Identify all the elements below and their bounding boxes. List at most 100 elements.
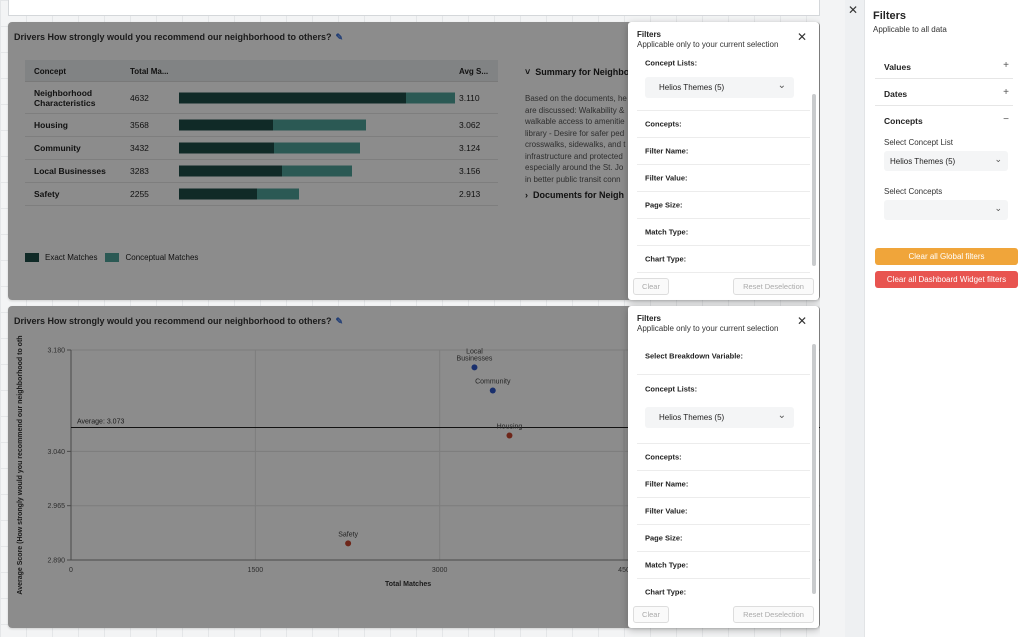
table-row[interactable]: Local Businesses 3283 3.156 (25, 160, 498, 183)
filter-field-label: Match Type: (645, 227, 689, 237)
expand-icon: + (1003, 87, 1009, 98)
global-filter-title: Filters (873, 10, 907, 22)
summary-section: ˅ Summary for Neighbo Based on the docum… (525, 67, 645, 185)
clear-global-filters-button[interactable]: Clear all Global filters (875, 248, 1018, 265)
widget-title: Drivers How strongly would you recommend… (14, 32, 344, 42)
x-tick-label: 450 (618, 567, 630, 574)
filter-field-label: Filter Name: (645, 479, 689, 489)
exact-match-bar[interactable] (179, 188, 258, 200)
global-filter-panel: Filters Applicable to all data Values + D… (864, 0, 1024, 637)
concept-list-select[interactable]: Helios Themes (5) ⌄ (884, 151, 1008, 171)
conceptual-match-bar[interactable] (281, 165, 353, 177)
exact-match-bar[interactable] (179, 165, 282, 177)
conceptual-match-bar[interactable] (273, 119, 367, 131)
table-row[interactable]: Safety 2255 2.913 (25, 183, 498, 206)
edit-pencil-icon[interactable]: ✎ (335, 316, 344, 326)
widget-filter-panel: Filters Applicable only to your current … (628, 306, 819, 628)
col-avg-score[interactable]: Avg S... (459, 67, 489, 76)
concept-list-select[interactable]: Helios Themes (5) ⌄ (637, 403, 810, 444)
x-tick-label: 0 (69, 567, 73, 574)
close-icon[interactable]: ✕ (796, 30, 807, 44)
exact-match-bar[interactable] (179, 142, 275, 154)
concept-lists-label: Concept Lists: (645, 58, 698, 68)
filter-field-label: Concepts: (645, 452, 682, 462)
y-axis-label: Average Score (How strongly would you re… (17, 335, 24, 594)
col-total-matches[interactable]: Total Ma... (130, 67, 169, 76)
table-row[interactable]: Community 3432 3.124 (25, 137, 498, 160)
filter-field[interactable]: Concepts: (637, 444, 810, 471)
scatter-point[interactable] (489, 387, 496, 394)
scrollbar[interactable] (812, 94, 816, 266)
summary-heading[interactable]: ˅ Summary for Neighbo (525, 67, 630, 77)
filter-field[interactable]: Concepts: (637, 111, 810, 138)
clear-button[interactable]: Clear (633, 606, 669, 623)
filter-field-label: Concepts: (645, 119, 682, 129)
edit-pencil-icon[interactable]: ✎ (335, 32, 344, 42)
total-matches-cell: 3568 (130, 120, 149, 130)
select-concept-list-label: Select Concept List (884, 138, 953, 147)
scatter-point[interactable] (345, 540, 352, 547)
filter-field[interactable]: Filter Value: (637, 165, 810, 192)
filter-field-label: Chart Type: (645, 587, 687, 597)
top-widget-edge (8, 0, 820, 16)
scatter-point[interactable] (506, 432, 513, 439)
concept-cell: Neighborhood Characteristics (34, 87, 96, 108)
table-row[interactable]: Neighborhood Characteristics 4632 3.110 (25, 82, 498, 114)
table-row[interactable]: Housing 3568 3.062 (25, 114, 498, 137)
filter-field[interactable]: Chart Type: (637, 246, 810, 273)
close-icon[interactable]: ✕ (796, 314, 807, 328)
documents-heading[interactable]: › Documents for Neigh (525, 190, 625, 200)
legend-swatch-exact (25, 253, 39, 262)
filter-field[interactable]: Match Type: (637, 219, 810, 246)
conceptual-match-bar[interactable] (257, 188, 299, 200)
total-matches-cell: 4632 (130, 92, 149, 103)
summary-line: especially around the St. Jo (525, 163, 624, 172)
conceptual-match-bar[interactable] (405, 92, 455, 103)
section-concepts[interactable]: Concepts − (884, 114, 1009, 126)
filter-field[interactable]: Chart Type: (637, 579, 810, 604)
widget-filter-panel: Filters Applicable only to your current … (628, 22, 819, 300)
exact-match-bar[interactable] (179, 92, 406, 103)
point-label: Housing (497, 423, 523, 430)
filter-field[interactable]: Filter Name: (637, 138, 810, 165)
filter-field[interactable]: Filter Name: (637, 471, 810, 498)
concept-list-select[interactable]: Helios Themes (5) ⌄ (637, 73, 810, 111)
reset-deselection-button[interactable]: Reset Deselection (733, 278, 814, 295)
concept-cell: Safety (34, 189, 60, 199)
legend-swatch-conceptual (105, 253, 120, 262)
conceptual-match-bar[interactable] (274, 142, 360, 154)
filter-panel-subtitle: Applicable only to your current selectio… (637, 324, 779, 333)
section-values[interactable]: Values + (875, 53, 1013, 79)
scrollbar[interactable] (812, 344, 816, 594)
filter-field[interactable]: Match Type: (637, 552, 810, 579)
filter-field[interactable]: Page Size: (637, 192, 810, 219)
filter-panel-title: Filters (637, 314, 662, 323)
filter-field[interactable]: Filter Value: (637, 498, 810, 525)
clear-button[interactable]: Clear (633, 278, 669, 295)
section-dates[interactable]: Dates + (875, 80, 1013, 106)
point-label: Local (466, 348, 483, 355)
close-icon[interactable]: ✕ (848, 3, 859, 17)
y-tick-label: 2.890 (47, 558, 65, 565)
breakdown-variable-field[interactable]: Select Breakdown Variable: (637, 337, 810, 375)
filter-field-label: Filter Value: (645, 506, 688, 516)
filter-panel-body: Concept Lists: Helios Themes (5) ⌄ Concep… (628, 53, 819, 276)
y-tick-label: 3.040 (47, 449, 65, 456)
concepts-select[interactable]: ⌄ (884, 200, 1008, 220)
reset-deselection-button[interactable]: Reset Deselection (733, 606, 814, 623)
point-label: Safety (338, 531, 358, 538)
summary-line: walkable access to amenitie (525, 117, 625, 126)
avg-score-cell: 2.913 (459, 189, 481, 199)
x-tick-label: 3000 (432, 567, 448, 574)
clear-widget-filters-button[interactable]: Clear all Dashboard Widget filters (875, 271, 1018, 288)
chart-legend: Exact Matches Conceptual Matches (25, 253, 198, 262)
exact-match-bar[interactable] (179, 119, 274, 131)
collapse-icon: − (1003, 114, 1009, 125)
x-tick-label: 1500 (248, 567, 264, 574)
scatter-point[interactable] (471, 364, 478, 371)
col-concept[interactable]: Concept (34, 67, 66, 76)
concept-cell: Community (34, 143, 81, 153)
filter-panel-title: Filters (637, 30, 662, 39)
y-tick-label: 2.965 (47, 503, 65, 510)
filter-field[interactable]: Page Size: (637, 525, 810, 552)
